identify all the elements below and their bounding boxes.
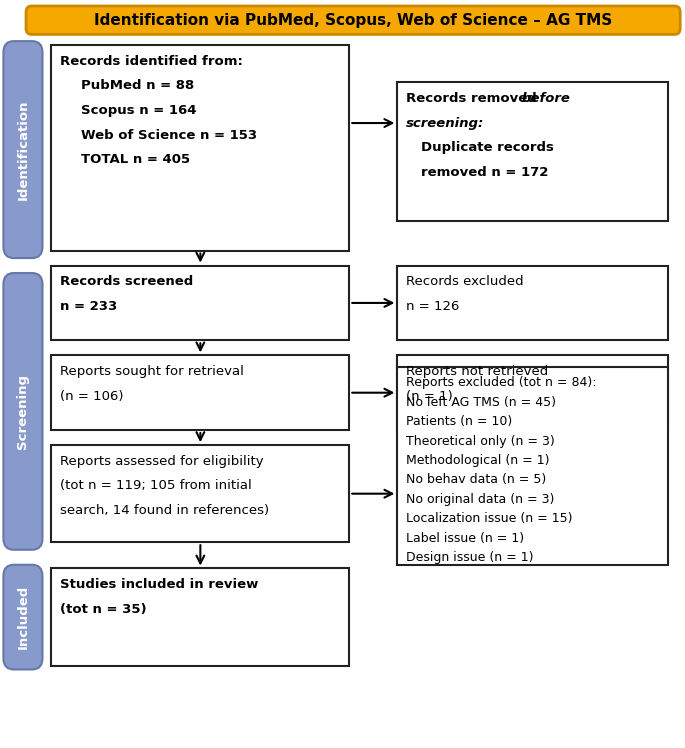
Text: Identification via PubMed, Scopus, Web of Science – AG TMS: Identification via PubMed, Scopus, Web o… [94, 13, 612, 28]
Text: Localization issue (n = 15): Localization issue (n = 15) [406, 512, 573, 525]
Text: removed n = 172: removed n = 172 [421, 166, 549, 179]
Text: n = 233: n = 233 [60, 300, 118, 313]
FancyBboxPatch shape [26, 6, 680, 34]
FancyBboxPatch shape [397, 355, 668, 430]
Text: Scopus n = 164: Scopus n = 164 [81, 104, 197, 117]
Text: Records removed: Records removed [406, 92, 542, 105]
Text: No original data (n = 3): No original data (n = 3) [406, 493, 555, 506]
Text: Records screened: Records screened [60, 275, 194, 288]
Text: search, 14 found in references): search, 14 found in references) [60, 504, 269, 517]
FancyBboxPatch shape [397, 266, 668, 340]
FancyBboxPatch shape [51, 445, 349, 542]
Text: (tot n = 35): (tot n = 35) [60, 603, 147, 616]
FancyBboxPatch shape [3, 565, 42, 669]
FancyBboxPatch shape [51, 355, 349, 430]
Text: Theoretical only (n = 3): Theoretical only (n = 3) [406, 435, 555, 447]
Text: Studies included in review: Studies included in review [60, 578, 259, 591]
Text: Reports excluded (tot n = 84):: Reports excluded (tot n = 84): [406, 376, 597, 389]
FancyBboxPatch shape [397, 367, 668, 565]
FancyBboxPatch shape [3, 41, 42, 258]
Text: Duplicate records: Duplicate records [421, 141, 554, 154]
Text: Web of Science n = 153: Web of Science n = 153 [81, 129, 257, 141]
Text: before: before [521, 92, 570, 105]
FancyBboxPatch shape [51, 45, 349, 251]
FancyBboxPatch shape [3, 273, 42, 550]
Text: Included: Included [16, 585, 29, 649]
Text: (tot n = 119; 105 from initial: (tot n = 119; 105 from initial [60, 479, 252, 492]
FancyBboxPatch shape [397, 82, 668, 221]
Text: Reports sought for retrieval: Reports sought for retrieval [60, 365, 244, 378]
Text: Reports assessed for eligibility: Reports assessed for eligibility [60, 455, 264, 468]
Text: Design issue (n = 1): Design issue (n = 1) [406, 551, 534, 564]
Text: Reports not retrieved: Reports not retrieved [406, 365, 549, 378]
Text: Screening: Screening [16, 374, 29, 449]
Text: n = 126: n = 126 [406, 300, 460, 313]
Text: (n = 1): (n = 1) [406, 390, 453, 402]
Text: No behav data (n = 5): No behav data (n = 5) [406, 473, 547, 486]
Text: PubMed n = 88: PubMed n = 88 [81, 79, 194, 92]
Text: Methodological (n = 1): Methodological (n = 1) [406, 454, 549, 467]
FancyBboxPatch shape [51, 568, 349, 666]
Text: Records excluded: Records excluded [406, 275, 524, 288]
Text: screening:: screening: [406, 117, 484, 129]
Text: Label issue (n = 1): Label issue (n = 1) [406, 532, 524, 545]
FancyBboxPatch shape [51, 266, 349, 340]
Text: TOTAL n = 405: TOTAL n = 405 [81, 153, 190, 166]
Text: No left AG TMS (n = 45): No left AG TMS (n = 45) [406, 396, 556, 408]
Text: Patients (n = 10): Patients (n = 10) [406, 415, 512, 428]
Text: (n = 106): (n = 106) [60, 390, 124, 402]
Text: Identification: Identification [16, 99, 29, 200]
Text: Records identified from:: Records identified from: [60, 55, 243, 67]
